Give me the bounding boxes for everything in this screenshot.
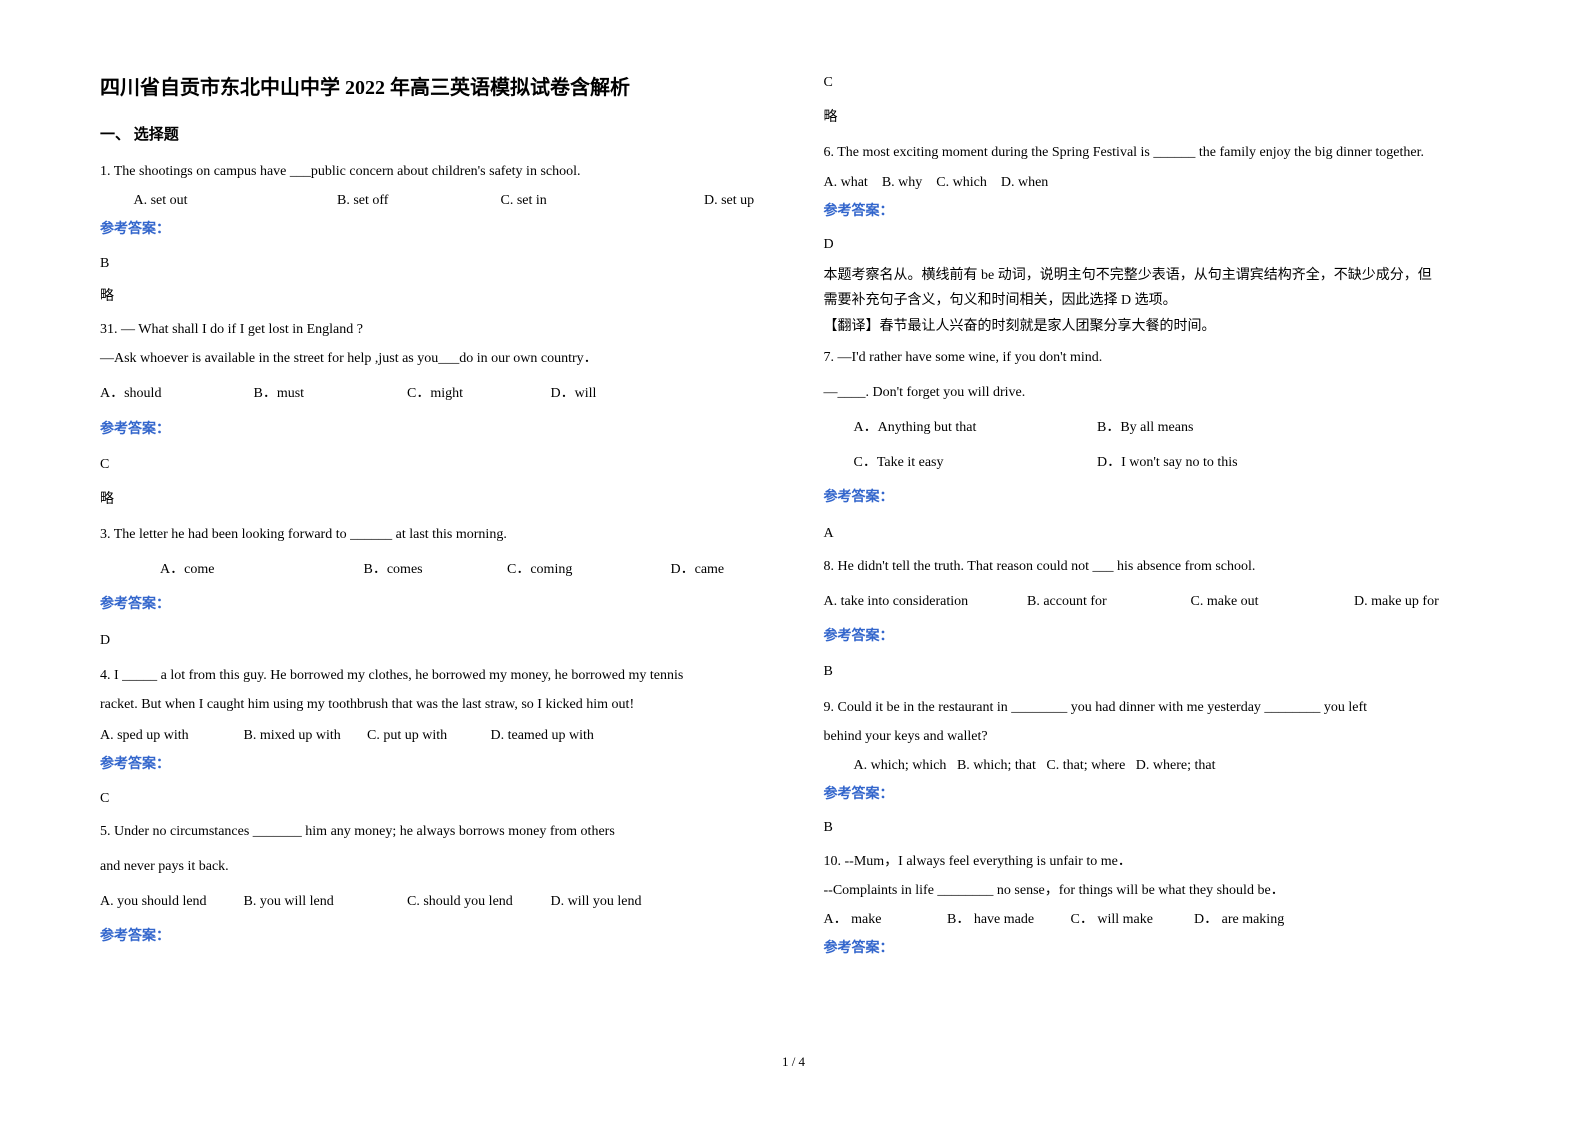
q9-answer: B [824,815,1488,840]
q6-exp2: 需要补充句子含义，句义和时间相关，因此选择 D 选项。 [824,288,1488,313]
q1-answer-label: 参考答案： [100,217,764,242]
question-1-options: A. set out B. set off C. set in D. set u… [100,188,764,213]
q4-answer: C [100,786,764,811]
q3-answer: D [100,628,764,653]
q10-opt-c: C． will make [1071,907,1191,932]
q1-opt-a: A. set out [134,188,334,213]
question-4-options: A. sped up with B. mixed up with C. put … [100,723,764,748]
q6-answer: D [824,232,1488,257]
q6-exp1: 本题考察名从。横线前有 be 动词，说明主句不完整少表语，从句主谓宾结构齐全，不… [824,263,1488,288]
question-7-options-row2: C．Take it easy D．I won't say no to this [824,450,1488,475]
q8-opt-a: A. take into consideration [824,589,1024,614]
q9-opt-d: D. where; that [1136,753,1216,778]
q5-opt-d: D. will you lend [551,889,642,914]
q4-line1: 4. I _____ a lot from this guy. He borro… [100,663,764,688]
q3-opt-c: C．coming [507,557,667,582]
question-3-stem: 3. The letter he had been looking forwar… [100,522,764,547]
question-2: 31. — What shall I do if I get lost in E… [100,317,764,342]
q4-answer-label: 参考答案： [100,752,764,777]
q10-line2: --Complaints in life ________ no sense，f… [824,878,1488,903]
q10-line1: 10. --Mum，I always feel everything is un… [824,849,1488,874]
q6-opt-d: D. when [1001,170,1048,195]
q3-opt-b: B．comes [364,557,504,582]
q3-answer-label: 参考答案： [100,592,764,617]
q10-opt-b: B． have made [947,907,1067,932]
q9-opt-b: B. which; that [957,753,1036,778]
q9-line2: behind your keys and wallet? [824,724,1488,749]
q8-opt-b: B. account for [1027,589,1187,614]
q6-opt-b: B. why [882,170,922,195]
q10-opt-d: D． are making [1194,907,1284,932]
q7-answer: A [824,521,1488,546]
right-column: C 略 6. The most exciting moment during t… [824,70,1488,1040]
q2-opt-c: C．might [407,381,547,406]
q6-opt-c: C. which [936,170,987,195]
q7-opt-c: C．Take it easy [854,450,1094,475]
section-header: 一、 选择题 [100,122,764,149]
question-2-options: A．should B．must C．might D．will [100,381,764,406]
q10-opt-a: A． make [824,907,944,932]
q6-answer-label: 参考答案： [824,199,1488,224]
q2-opt-a: A．should [100,381,250,406]
q7-opt-b: B．By all means [1097,415,1193,440]
top-explanation: 略 [824,105,1488,130]
q7-answer-label: 参考答案： [824,485,1488,510]
q1-opt-d: D. set up [704,188,754,213]
q1-explanation: 略 [100,284,764,309]
q9-opt-a: A. which; which [854,753,947,778]
q8-opt-d: D. make up for [1354,589,1439,614]
q2-opt-d: D．will [551,381,597,406]
doc-title: 四川省自贡市东北中山中学 2022 年高三英语模拟试卷含解析 [100,70,764,106]
q10-answer-label: 参考答案： [824,936,1488,961]
q3-opt-a: A．come [160,557,360,582]
q5-opt-b: B. you will lend [244,889,404,914]
q7-line1: 7. —I'd rather have some wine, if you do… [824,345,1488,370]
q1-opt-c: C. set in [501,188,701,213]
q4-opt-c: C. put up with [367,723,487,748]
q8-stem: 8. He didn't tell the truth. That reason… [824,554,1488,579]
q5-answer-label: 参考答案： [100,924,764,949]
q5-opt-a: A. you should lend [100,889,240,914]
q6-exp3: 【翻译】春节最让人兴奋的时刻就是家人团聚分享大餐的时间。 [824,314,1488,339]
question-1-stem: 1. The shootings on campus have ___publi… [100,159,764,184]
q2-answer: C [100,452,764,477]
q8-answer: B [824,659,1488,684]
q6-stem: 6. The most exciting moment during the S… [824,140,1488,165]
q7-opt-a: A．Anything but that [854,415,1094,440]
q5-line2: and never pays it back. [100,854,764,879]
q8-answer-label: 参考答案： [824,624,1488,649]
question-9-options: A. which; which B. which; that C. that; … [824,753,1488,778]
q4-line2: racket. But when I caught him using my t… [100,692,764,717]
q8-opt-c: C. make out [1191,589,1351,614]
q9-answer-label: 参考答案： [824,782,1488,807]
question-6-options: A. what B. why C. which D. when [824,170,1488,195]
q4-opt-b: B. mixed up with [244,723,364,748]
question-7-options-row1: A．Anything but that B．By all means [824,415,1488,440]
q6-opt-a: A. what [824,170,868,195]
q1-opt-b: B. set off [337,188,497,213]
q5-opt-c: C. should you lend [407,889,547,914]
q9-line1: 9. Could it be in the restaurant in ____… [824,695,1488,720]
q2-opt-b: B．must [254,381,404,406]
q2-explanation: 略 [100,487,764,512]
question-3-options: A．come B．comes C．coming D．came [100,557,764,582]
q4-opt-d: D. teamed up with [491,723,594,748]
q2-line1: — What shall I do if I get lost in Engla… [121,322,363,337]
q2-answer-label: 参考答案： [100,417,764,442]
q1-answer: B [100,251,764,276]
q7-line2: —____. Don't forget you will drive. [824,380,1488,405]
q5-line1: 5. Under no circumstances _______ him an… [100,819,764,844]
q7-opt-d: D．I won't say no to this [1097,450,1238,475]
page-footer: 1 / 4 [100,1050,1487,1073]
question-10-options: A． make B． have made C． will make D． are… [824,907,1488,932]
q3-opt-d: D．came [671,557,725,582]
q4-opt-a: A. sped up with [100,723,240,748]
q9-opt-c: C. that; where [1046,753,1125,778]
question-5-options: A. you should lend B. you will lend C. s… [100,889,764,914]
q2-line2: —Ask whoever is available in the street … [100,346,764,371]
top-answer: C [824,70,1488,95]
left-column: 四川省自贡市东北中山中学 2022 年高三英语模拟试卷含解析 一、 选择题 1.… [100,70,764,1040]
question-8-options: A. take into consideration B. account fo… [824,589,1488,614]
q2-num: 31. [100,322,118,337]
